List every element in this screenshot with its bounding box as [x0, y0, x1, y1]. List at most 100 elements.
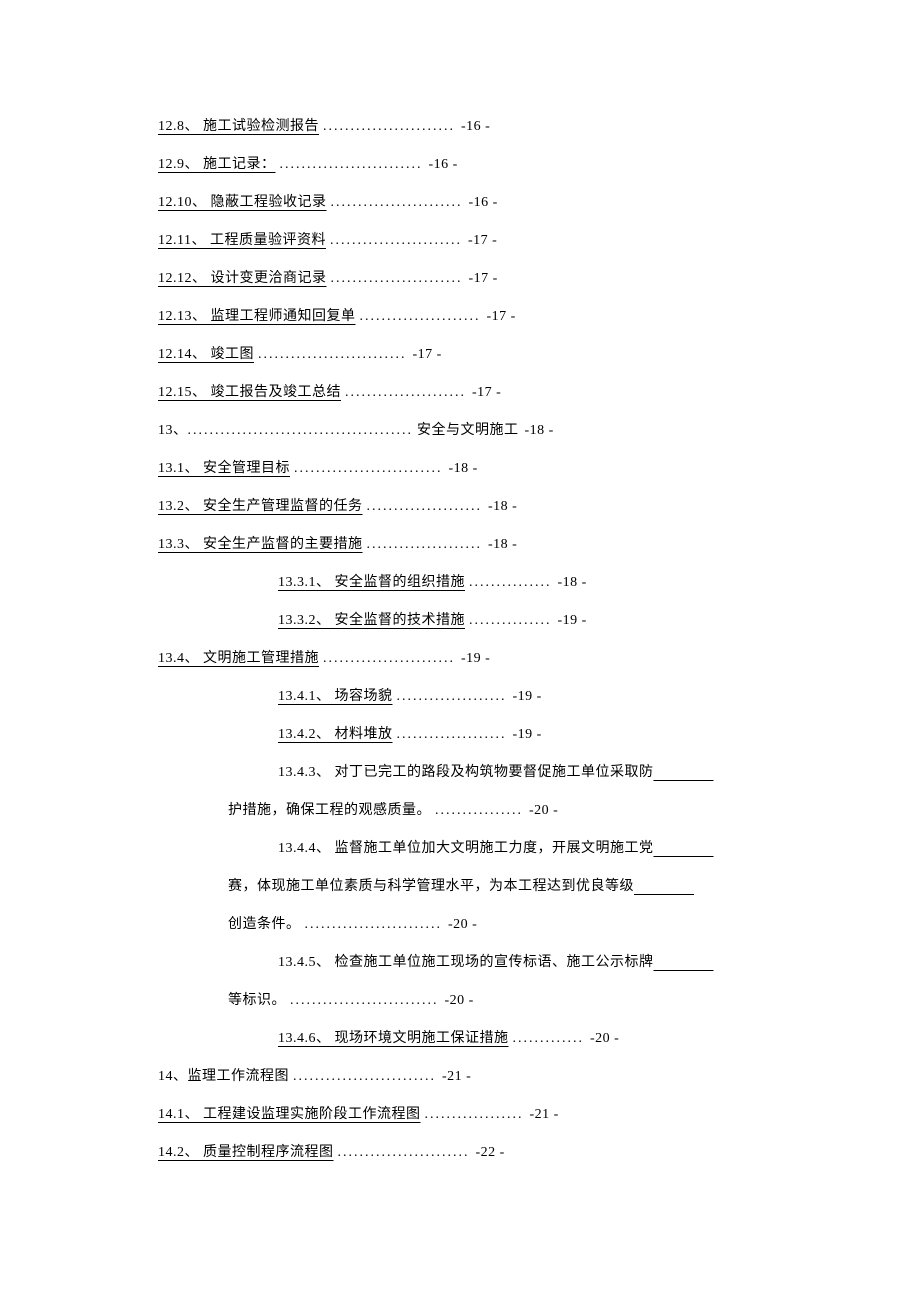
toc-number: 12.11、 — [158, 233, 206, 248]
toc-title: 竣工报告及竣工总结 — [211, 385, 342, 400]
toc-item: 赛，体现施工单位素质与科学管理水平，为本工程达到优良等级 — [158, 875, 762, 895]
toc-link[interactable]: 13.2、 安全生产管理监督的任务 — [158, 499, 363, 514]
toc-dots: ........................................… — [188, 423, 414, 438]
toc-page: -18 - — [558, 575, 587, 590]
toc-title: 安全监督的技术措施 — [335, 613, 466, 628]
toc-link[interactable]: 12.11、 工程质量验评资料 — [158, 233, 326, 248]
toc-page: -18 - — [449, 461, 478, 476]
toc-link[interactable]: 12.15、 竣工报告及竣工总结 — [158, 385, 341, 400]
toc-title: 施工记录： — [203, 157, 276, 172]
toc-title: 工程建设监理实施阶段工作流程图 — [203, 1107, 421, 1122]
toc-dots: ........................... — [290, 993, 439, 1008]
toc-link[interactable]: 13.1、 安全管理目标 — [158, 461, 290, 476]
toc-link[interactable]: 13.4.2、 材料堆放 — [278, 727, 393, 742]
toc-item[interactable]: 14.1、 工程建设监理实施阶段工作流程图 ..................… — [158, 1103, 762, 1123]
toc-dots: ........................ — [331, 195, 463, 210]
toc-page: -19 - — [513, 689, 542, 704]
toc-link[interactable]: 12.13、 监理工程师通知回复单 — [158, 309, 356, 324]
toc-page: -19 - — [461, 651, 490, 666]
toc-item: 13、.....................................… — [158, 419, 762, 439]
toc-link[interactable]: 12.8、 施工试验检测报告 — [158, 119, 319, 134]
toc-title: 工程质量验评资料 — [210, 233, 326, 248]
toc-item[interactable]: 12.9、 施工记录： .......................... -… — [158, 153, 762, 173]
toc-title: 质量控制程序流程图 — [203, 1145, 334, 1160]
toc-page: -20 - — [448, 917, 477, 932]
toc-link[interactable]: 12.9、 施工记录： — [158, 157, 276, 172]
toc-item[interactable]: 12.13、 监理工程师通知回复单 ......................… — [158, 305, 762, 325]
toc-item[interactable]: 13.3、 安全生产监督的主要措施 ..................... … — [158, 533, 762, 553]
toc-dots: .................... — [397, 727, 507, 742]
toc-item[interactable]: 12.14、 竣工图 ........................... -… — [158, 343, 762, 363]
toc-continuation-line — [654, 765, 714, 780]
toc-page: -21 - — [530, 1107, 559, 1122]
toc-link[interactable]: 12.10、 隐蔽工程验收记录 — [158, 195, 327, 210]
toc-title: 监督施工单位加大文明施工力度，开展文明施工党 — [335, 841, 654, 856]
toc-number: 12.9、 — [158, 157, 199, 172]
toc-item[interactable]: 12.12、 设计变更洽商记录 ........................… — [158, 267, 762, 287]
toc-link[interactable]: 13.4、 文明施工管理措施 — [158, 651, 319, 666]
toc-item[interactable]: 13.2、 安全生产管理监督的任务 ..................... … — [158, 495, 762, 515]
toc-page: -20 - — [445, 993, 474, 1008]
toc-link[interactable]: 13.4.1、 场容场貌 — [278, 689, 393, 704]
toc-title: 现场环境文明施工保证措施 — [335, 1031, 509, 1046]
toc-link[interactable]: 14.2、 质量控制程序流程图 — [158, 1145, 334, 1160]
toc-link[interactable]: 14.1、 工程建设监理实施阶段工作流程图 — [158, 1107, 421, 1122]
toc-number: 12.13、 — [158, 309, 207, 324]
toc-item[interactable]: 13.4、 文明施工管理措施 ........................ … — [158, 647, 762, 667]
toc-page: -16 - — [461, 119, 490, 134]
toc-item[interactable]: 13.4.2、 材料堆放 .................... -19 - — [158, 723, 762, 743]
toc-item[interactable]: 13.3.2、 安全监督的技术措施 ............... -19 - — [158, 609, 762, 629]
toc-page: -16 - — [429, 157, 458, 172]
toc-page: -19 - — [513, 727, 542, 742]
toc-page: -18 - — [525, 423, 554, 438]
toc-number: 13.1、 — [158, 461, 199, 476]
toc-link[interactable]: 13.3.1、 安全监督的组织措施 — [278, 575, 465, 590]
toc-title: 隐蔽工程验收记录 — [211, 195, 327, 210]
toc-item[interactable]: 12.11、 工程质量验评资料 ........................… — [158, 229, 762, 249]
toc-dots: ........................ — [338, 1145, 470, 1160]
toc-item[interactable]: 12.10、 隐蔽工程验收记录 ........................… — [158, 191, 762, 211]
toc-title: 监理工程师通知回复单 — [211, 309, 356, 324]
toc-title: 等标识。 — [228, 993, 286, 1008]
toc-dots: .................. — [425, 1107, 524, 1122]
toc-page: -17 - — [469, 271, 498, 286]
toc-title: 对丁已完工的路段及构筑物要督促施工单位采取防 — [335, 765, 654, 780]
toc-link[interactable]: 13.4.6、 现场环境文明施工保证措施 — [278, 1031, 509, 1046]
toc-item[interactable]: 13.4.6、 现场环境文明施工保证措施 ............. -20 - — [158, 1027, 762, 1047]
toc-item: 14、监理工作流程图 .......................... -2… — [158, 1065, 762, 1085]
toc-page: -17 - — [472, 385, 501, 400]
toc-dots: ........................ — [330, 233, 462, 248]
toc-number: 13.2、 — [158, 499, 199, 514]
toc-link[interactable]: 12.14、 竣工图 — [158, 347, 254, 362]
toc-link[interactable]: 13.3.2、 安全监督的技术措施 — [278, 613, 465, 628]
toc-item: 等标识。 ........................... -20 - — [158, 989, 762, 1009]
toc-link[interactable]: 13.3、 安全生产监督的主要措施 — [158, 537, 363, 552]
toc-item[interactable]: 12.8、 施工试验检测报告 ........................ … — [158, 115, 762, 135]
toc-dots: ..................... — [367, 499, 483, 514]
toc-dots: ...................... — [345, 385, 466, 400]
toc-item: 13.4.5、 检查施工单位施工现场的宣传标语、施工公示标牌 — [158, 951, 762, 971]
toc-dots: ...................... — [360, 309, 481, 324]
toc-item[interactable]: 14.2、 质量控制程序流程图 ........................… — [158, 1141, 762, 1161]
toc-number: 13.4.1、 — [278, 689, 331, 704]
toc-number: 13.4、 — [158, 651, 199, 666]
toc-link[interactable]: 12.12、 设计变更洽商记录 — [158, 271, 327, 286]
toc-page: -20 - — [529, 803, 558, 818]
toc-title: 竣工图 — [211, 347, 255, 362]
toc-dots: ..................... — [367, 537, 483, 552]
toc-number: 13.3.1、 — [278, 575, 331, 590]
toc-item[interactable]: 13.1、 安全管理目标 ...........................… — [158, 457, 762, 477]
toc-item[interactable]: 12.15、 竣工报告及竣工总结 ...................... … — [158, 381, 762, 401]
toc-item[interactable]: 13.3.1、 安全监督的组织措施 ............... -18 - — [158, 571, 762, 591]
toc-page: -21 - — [442, 1069, 471, 1084]
toc-title: 创造条件。 — [228, 917, 301, 932]
toc-item: 13.4.4、 监督施工单位加大文明施工力度，开展文明施工党 — [158, 837, 762, 857]
toc-title: 安全管理目标 — [203, 461, 290, 476]
toc-dots: ......................... — [305, 917, 443, 932]
toc-dots: ........................... — [258, 347, 407, 362]
toc-page: -17 - — [468, 233, 497, 248]
toc-number: 13.3.2、 — [278, 613, 331, 628]
toc-item: 创造条件。 ......................... -20 - — [158, 913, 762, 933]
toc-item[interactable]: 13.4.1、 场容场貌 .................... -19 - — [158, 685, 762, 705]
toc-page: -18 - — [488, 537, 517, 552]
